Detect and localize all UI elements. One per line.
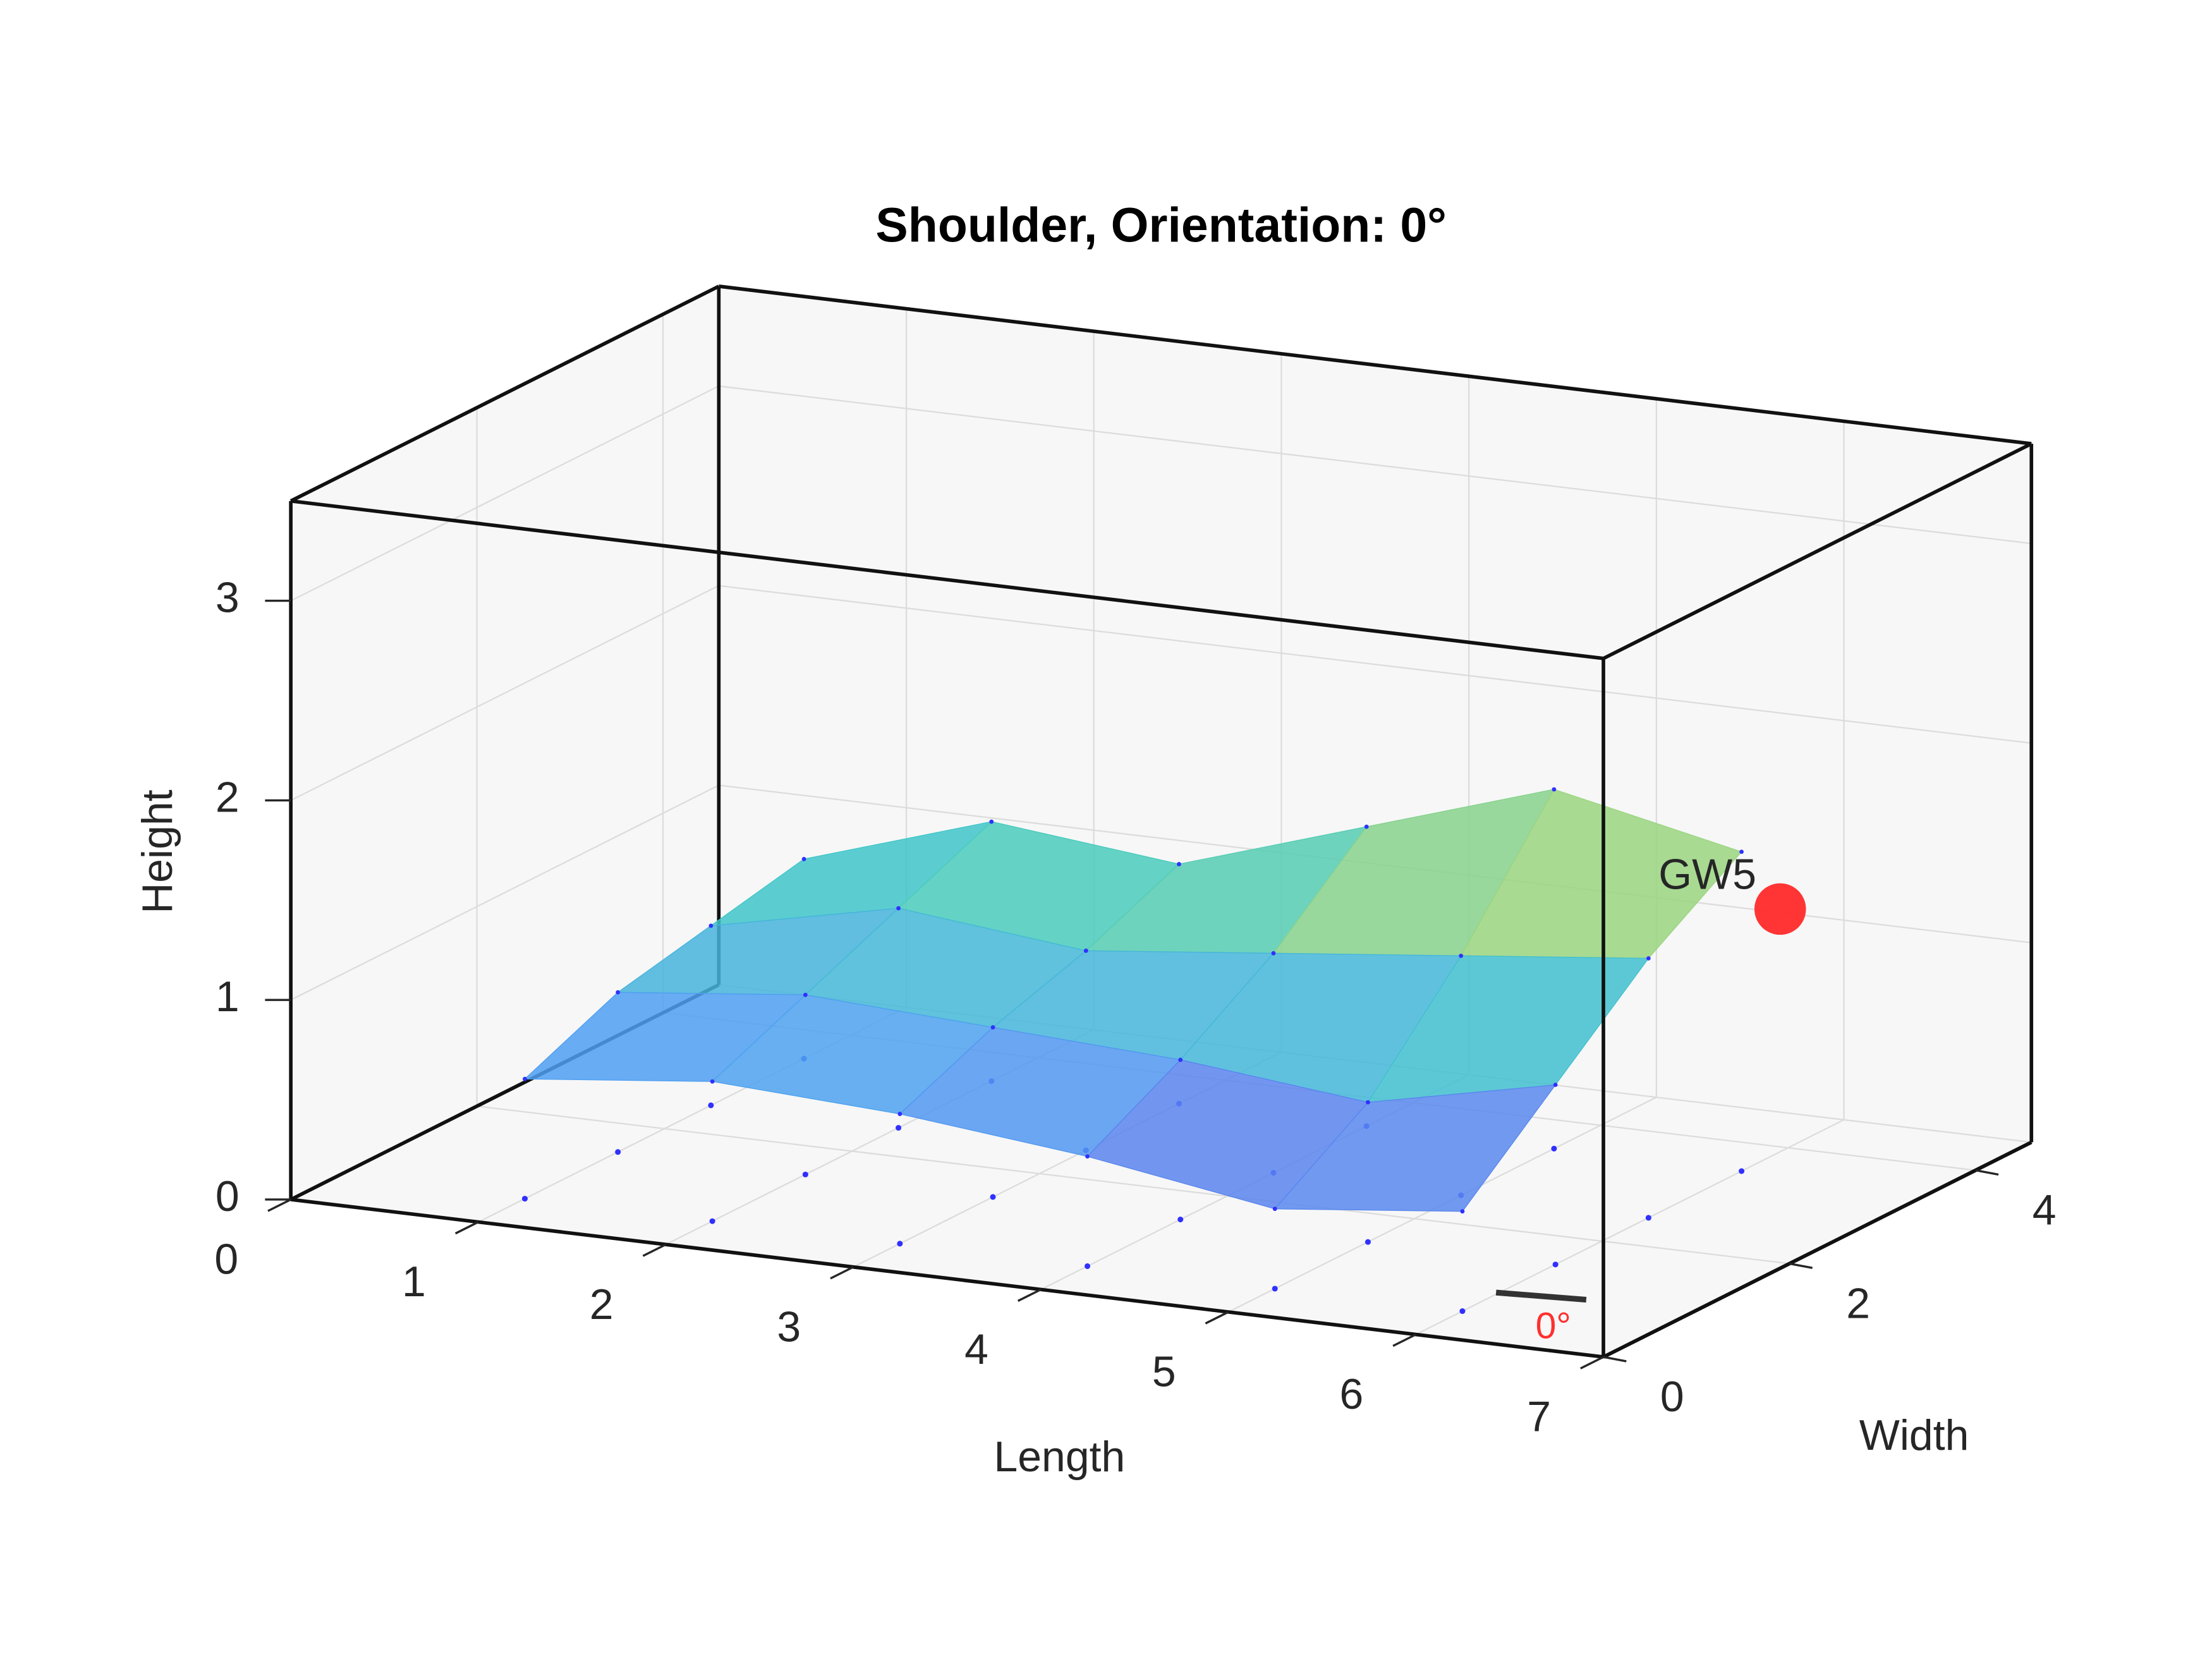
surface-point — [616, 990, 621, 995]
floor-point — [1364, 1239, 1371, 1245]
x-tick — [830, 1266, 854, 1280]
z-tick-label: 1 — [216, 973, 240, 1021]
surface-point — [990, 1025, 995, 1030]
y-tick-label: 0 — [1660, 1373, 1684, 1421]
x-tick-label: 7 — [1527, 1393, 1551, 1441]
surface-point — [803, 992, 808, 997]
surface-point — [1552, 787, 1557, 792]
x-tick — [267, 1198, 291, 1212]
z-axis-label: Height — [133, 789, 181, 914]
surface-point — [1178, 1057, 1183, 1062]
floor-point — [708, 1102, 714, 1109]
x-tick — [1017, 1288, 1042, 1302]
x-tick — [1392, 1333, 1417, 1347]
x-tick — [454, 1221, 479, 1235]
floor-point — [615, 1149, 621, 1155]
floor-point — [1085, 1263, 1091, 1269]
floor-point — [709, 1218, 715, 1224]
x-axis-label: Length — [994, 1433, 1125, 1481]
surface-point — [1459, 953, 1464, 958]
y-axis-label: Width — [1859, 1411, 1969, 1459]
y-tick-label: 2 — [1846, 1279, 1870, 1327]
floor-point — [1645, 1215, 1651, 1221]
surface-point — [1272, 1206, 1277, 1212]
surface-point — [897, 1112, 902, 1116]
floor-point — [1459, 1308, 1466, 1315]
surface-point — [1177, 861, 1181, 866]
box-edge — [719, 284, 2032, 446]
marker-label: GW5 — [1658, 850, 1756, 898]
x-tick-label: 4 — [964, 1325, 988, 1373]
x-tick — [1580, 1356, 1604, 1370]
floor-point — [802, 1171, 808, 1177]
box-edge — [289, 284, 720, 503]
box-edge — [1602, 442, 2033, 660]
surface-point — [1083, 948, 1088, 953]
grid-line — [290, 385, 719, 602]
grid-line — [477, 1105, 1790, 1265]
x-tick-label: 2 — [590, 1280, 614, 1328]
floor-point — [1551, 1145, 1557, 1152]
surface-point — [1646, 956, 1651, 961]
chart-title: Shoulder, Orientation: 0° — [875, 198, 1447, 253]
x-tick-label: 3 — [777, 1303, 801, 1351]
y-tick — [1975, 1169, 1999, 1176]
surface-point — [801, 856, 806, 861]
floor-point — [896, 1124, 902, 1131]
grid-line — [719, 585, 2032, 744]
grid-line — [719, 385, 2032, 545]
surface-point — [989, 819, 994, 824]
x-tick — [642, 1243, 667, 1257]
floor-point — [897, 1241, 903, 1247]
floor-point — [1177, 1217, 1184, 1223]
z-tick-label: 2 — [216, 773, 240, 821]
grid-line — [290, 585, 719, 801]
orientation-indicator — [1495, 1289, 1587, 1303]
surface-point — [896, 906, 901, 911]
surface-point — [1739, 849, 1744, 854]
z-tick-label: 3 — [216, 574, 240, 622]
box-edge — [290, 499, 1604, 660]
y-tick-label: 4 — [2033, 1186, 2057, 1234]
surface-point — [708, 923, 714, 928]
floor-point — [1739, 1168, 1745, 1174]
x-tick — [1205, 1311, 1229, 1325]
grid-line — [290, 784, 719, 1001]
grid-line — [1415, 1119, 1845, 1335]
surface-point — [1364, 824, 1369, 829]
floor-point — [1552, 1261, 1559, 1268]
x-tick-label: 0 — [214, 1236, 238, 1284]
surface-point — [1085, 1154, 1090, 1159]
surface-point — [710, 1079, 715, 1084]
surface-point — [1271, 951, 1276, 956]
y-tick — [1603, 1356, 1627, 1363]
x-tick-label: 5 — [1152, 1348, 1176, 1396]
z-tick-label: 0 — [216, 1172, 240, 1220]
box-edge — [1602, 1140, 2033, 1359]
surface-point — [523, 1076, 527, 1081]
floor-point — [521, 1196, 528, 1202]
floor-point — [990, 1194, 996, 1200]
marker-point — [1754, 883, 1806, 935]
y-tick — [1789, 1262, 1813, 1269]
x-tick-label: 6 — [1340, 1370, 1364, 1418]
surface-point — [1553, 1083, 1558, 1087]
box-edge — [290, 1198, 1604, 1359]
surface-point — [1460, 1209, 1465, 1214]
surface-point — [1366, 1100, 1370, 1105]
floor-point — [1272, 1285, 1278, 1292]
orientation-label: 0° — [1536, 1305, 1571, 1346]
x-tick-label: 1 — [402, 1258, 426, 1306]
